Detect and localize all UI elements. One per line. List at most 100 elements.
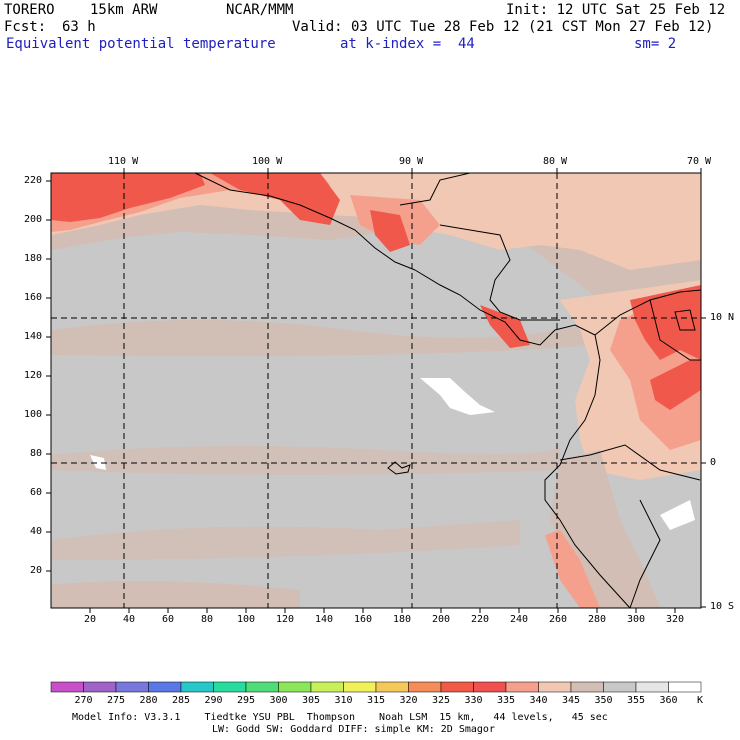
x-tick-120: 120 xyxy=(276,614,295,625)
x-tick-220: 220 xyxy=(471,614,490,625)
forecast-label: Fcst: xyxy=(4,19,47,35)
lat-label-equator: 0 xyxy=(710,457,717,468)
white-patch-small xyxy=(90,455,106,470)
tan-band-south xyxy=(51,520,520,560)
colorbar-swatch xyxy=(83,681,117,693)
colorbar-label-345: 345 xyxy=(562,695,581,706)
colorbar-label-335: 335 xyxy=(497,695,516,706)
colorbar-swatch xyxy=(115,681,149,693)
y-tick-180: 180 xyxy=(24,253,43,264)
colorbar-label-360: 360 xyxy=(659,695,678,706)
colorbar-unit: K xyxy=(697,695,704,706)
x-tick-140: 140 xyxy=(315,614,334,625)
center-label: NCAR/MMM xyxy=(226,2,294,18)
colorbar-label-295: 295 xyxy=(237,695,256,706)
y-tick-40: 40 xyxy=(30,526,43,537)
colorbar-label-300: 300 xyxy=(269,695,288,706)
y-tick-160: 160 xyxy=(24,292,43,303)
tan-blob-southwest xyxy=(51,581,300,608)
y-tick-140: 140 xyxy=(24,331,43,342)
coastline-mexico xyxy=(194,172,416,271)
y-tick-100: 100 xyxy=(24,409,43,420)
y-tick-60: 60 xyxy=(30,487,43,498)
colorbar-swatch xyxy=(603,681,637,693)
tan-band-mid xyxy=(51,320,600,357)
red-region-venezuela xyxy=(650,360,701,410)
lon-label-80w: 80 W xyxy=(543,156,568,167)
x-tick-260: 260 xyxy=(549,614,568,625)
colorbar xyxy=(50,681,702,693)
colorbar-swatch xyxy=(473,681,507,693)
colorbar-label-320: 320 xyxy=(399,695,418,706)
x-tick-80: 80 xyxy=(201,614,214,625)
y-tick-20: 20 xyxy=(30,565,43,576)
model-resolution: 15km ARW xyxy=(90,2,158,18)
colorbar-swatch xyxy=(408,681,442,693)
colorbar-label-290: 290 xyxy=(204,695,223,706)
colorbar-swatch xyxy=(50,681,84,693)
colorbar-swatch xyxy=(668,681,702,693)
colorbar-label-305: 305 xyxy=(302,695,321,706)
valid-time: Valid: 03 UTC Tue 28 Feb 12 (21 CST Mon … xyxy=(292,19,714,35)
plot-frame xyxy=(50,172,702,609)
colorbar-label-355: 355 xyxy=(627,695,646,706)
lon-label-110w: 110 W xyxy=(108,156,139,167)
colorbar-label-350: 350 xyxy=(594,695,613,706)
colorbar-label-325: 325 xyxy=(432,695,451,706)
border-colombia-ecuador xyxy=(559,444,701,481)
x-tick-280: 280 xyxy=(588,614,607,625)
colorbar-label-285: 285 xyxy=(172,695,191,706)
salmon-region-peru-coast xyxy=(545,530,600,608)
y-tick-80: 80 xyxy=(30,448,43,459)
x-tick-160: 160 xyxy=(354,614,373,625)
lon-label-90w: 90 W xyxy=(399,156,424,167)
init-time: Init: 12 UTC Sat 25 Feb 12 xyxy=(506,2,726,18)
x-tick-20: 20 xyxy=(84,614,97,625)
colorbar-swatch xyxy=(570,681,604,693)
colorbar-swatch xyxy=(375,681,409,693)
lat-label-10s: 10 S xyxy=(710,601,735,612)
colorbar-label-280: 280 xyxy=(139,695,158,706)
border-peru-brazil xyxy=(629,499,661,609)
smoothing-value: sm= 2 xyxy=(634,36,677,52)
physics-info-line: LW: Godd SW: Goddard DIFF: simple KM: 2D… xyxy=(212,724,495,735)
lon-label-70w: 70 W xyxy=(687,156,712,167)
coastline-caribbean xyxy=(399,172,560,321)
forecast-hours: 63 h xyxy=(62,19,96,35)
colorbar-label-315: 315 xyxy=(367,695,386,706)
white-patch-andes xyxy=(660,500,695,530)
colorbar-label-270: 270 xyxy=(74,695,93,706)
top-tick-marks xyxy=(123,168,702,173)
level-index: at k-index = 44 xyxy=(340,36,475,52)
red-region-guatemala xyxy=(370,210,410,252)
model-name: TORERO xyxy=(4,2,55,18)
peach-region-north xyxy=(51,173,701,270)
y-tick-200: 200 xyxy=(24,214,43,225)
lat-label-10n: 10 N xyxy=(710,312,735,323)
colorbar-swatch xyxy=(180,681,214,693)
red-region-colombia xyxy=(630,285,701,360)
x-tick-240: 240 xyxy=(510,614,529,625)
lake-maracaibo xyxy=(674,309,696,331)
x-tick-180: 180 xyxy=(393,614,412,625)
field-name: Equivalent potential temperature xyxy=(6,36,276,52)
y-tick-120: 120 xyxy=(24,370,43,381)
lat-lon-grid xyxy=(51,173,701,608)
colorbar-label-330: 330 xyxy=(464,695,483,706)
red-region-pacific-northwest xyxy=(51,173,205,222)
left-tick-marks xyxy=(46,180,51,572)
model-info-line: Model Info: V3.3.1 Tiedtke YSU PBL Thomp… xyxy=(72,712,608,723)
coastline-central-america xyxy=(414,269,596,346)
y-tick-220: 220 xyxy=(24,175,43,186)
x-tick-60: 60 xyxy=(162,614,175,625)
x-tick-320: 320 xyxy=(666,614,685,625)
colorbar-swatch xyxy=(635,681,669,693)
colorbar-label-310: 310 xyxy=(334,695,353,706)
x-tick-40: 40 xyxy=(123,614,136,625)
colorbar-swatch xyxy=(245,681,279,693)
colorbar-swatch xyxy=(343,681,377,693)
x-tick-300: 300 xyxy=(627,614,646,625)
colorbar-swatch xyxy=(505,681,539,693)
colorbar-swatch xyxy=(148,681,182,693)
